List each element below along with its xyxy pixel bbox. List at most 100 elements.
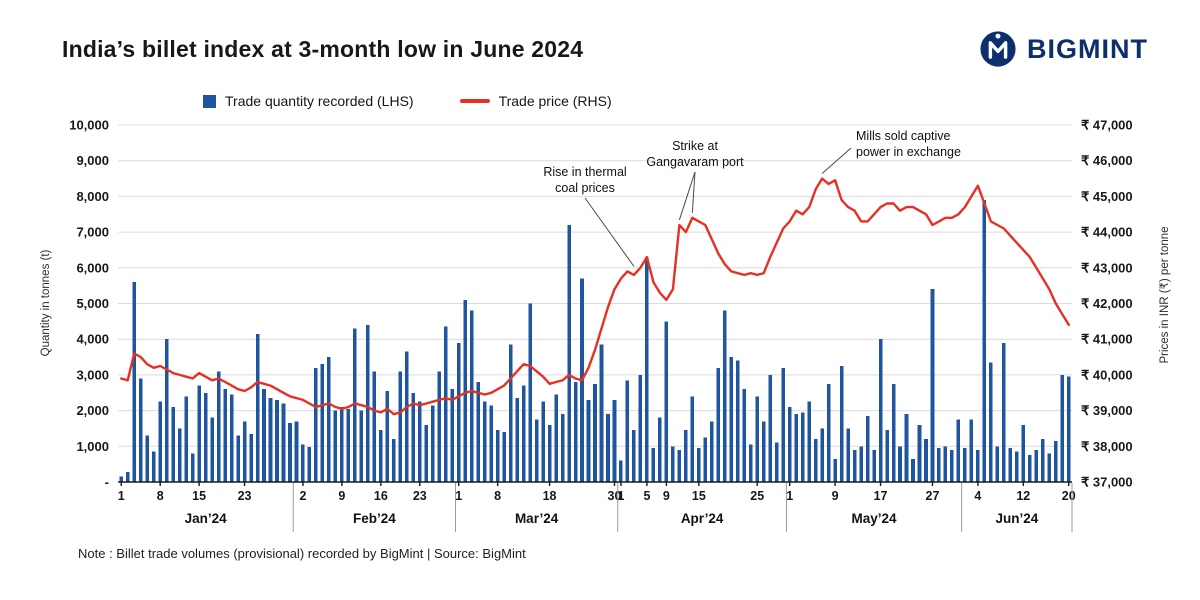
quantity-bar <box>288 423 292 482</box>
quantity-bar <box>833 458 837 482</box>
quantity-bar <box>560 414 565 482</box>
quantity-bar <box>495 430 500 482</box>
quantity-bar <box>515 398 519 482</box>
quantity-bar <box>567 224 571 482</box>
quantity-bar <box>301 444 305 482</box>
quantity-bar <box>346 408 351 482</box>
quantity-bar <box>482 401 487 482</box>
quantity-bar <box>255 333 260 482</box>
x-tick-label: 12 <box>1016 489 1030 503</box>
quantity-bar <box>826 383 831 482</box>
quantity-bar <box>963 448 967 482</box>
quantity-bar <box>794 414 798 482</box>
quantity-bar <box>203 392 208 482</box>
month-label: Apr’24 <box>681 511 724 526</box>
left-axis-label: 9,000 <box>76 153 109 168</box>
quantity-bar <box>1034 449 1039 482</box>
quantity-bar <box>385 390 390 482</box>
quantity-bar <box>593 383 597 482</box>
right-axis-label: ₹ 37,000 <box>1081 475 1133 490</box>
quantity-bar <box>982 199 987 482</box>
quantity-bar <box>1066 376 1071 482</box>
quantity-bar <box>366 324 370 482</box>
quantity-bar <box>158 401 162 482</box>
right-axis-label: ₹ 43,000 <box>1081 260 1133 275</box>
quantity-bar <box>469 310 474 482</box>
gridlines: 10,000 ₹ 47,000 9,000 ₹ 46,000 8,000 ₹ 45,000… <box>69 118 1132 490</box>
quantity-bar <box>697 448 701 482</box>
quantity-bar <box>976 449 980 482</box>
quantity-bar <box>262 389 266 482</box>
quantity-bar <box>651 448 656 482</box>
quantity-bar <box>327 357 331 482</box>
x-tick-label: 16 <box>374 489 388 503</box>
quantity-bar <box>852 449 857 482</box>
quantity-bar <box>671 446 675 482</box>
annotation-connector <box>678 171 696 221</box>
quantity-bars <box>119 199 1071 483</box>
quantity-bar <box>340 407 344 482</box>
quantity-bar <box>787 407 792 482</box>
quantity-bar <box>943 446 948 482</box>
quantity-bar <box>658 417 662 482</box>
left-axis-label: 6,000 <box>76 260 109 275</box>
quantity-bar <box>1015 451 1019 482</box>
quantity-bar <box>573 382 578 482</box>
quantity-bar <box>891 383 896 482</box>
quantity-bar <box>950 449 954 482</box>
quantity-bar <box>405 351 409 482</box>
bigmint-logo: BIGMINT <box>979 30 1148 68</box>
quantity-bar <box>800 412 805 482</box>
right-axis-label: ₹ 46,000 <box>1081 153 1133 168</box>
quantity-bar <box>171 407 175 482</box>
x-tick-label: 1 <box>617 489 624 503</box>
left-axis-label: 1,000 <box>76 439 109 454</box>
left-axis-label: 7,000 <box>76 225 109 240</box>
quantity-bar <box>190 453 195 482</box>
x-tick-label: 17 <box>874 489 888 503</box>
quantity-bar <box>632 430 636 482</box>
quantity-bar <box>138 378 143 482</box>
brand-name: BIGMINT <box>1027 33 1148 64</box>
x-tick-label: 8 <box>494 489 501 503</box>
quantity-bar <box>664 321 669 482</box>
annotation-connector <box>584 197 635 267</box>
quantity-bar <box>534 419 539 482</box>
quantity-bar <box>320 364 325 482</box>
annotation-text: Gangavaram port <box>646 155 744 169</box>
x-tick-label: 23 <box>413 489 427 503</box>
quantity-bar <box>1002 342 1006 482</box>
quantity-bar <box>703 437 708 483</box>
quantity-bar <box>521 385 526 482</box>
quantity-bar <box>229 394 234 482</box>
annotation-text: Rise in thermal <box>543 165 626 179</box>
quantity-bar <box>606 414 610 482</box>
quantity-bar <box>197 385 201 482</box>
quantity-bar <box>145 435 149 482</box>
quantity-bar <box>353 328 357 482</box>
quantity-bar <box>820 428 824 482</box>
quantity-bar <box>547 424 552 482</box>
x-tick-label: 9 <box>832 489 839 503</box>
quantity-bar <box>177 428 182 482</box>
quantity-bar <box>508 344 513 482</box>
quantity-bar <box>456 342 461 482</box>
quantity-bar <box>742 389 747 482</box>
quantity-bar <box>1028 455 1032 482</box>
legend-label-quantity: Trade quantity recorded (LHS) <box>225 93 414 109</box>
x-tick-label: 18 <box>543 489 557 503</box>
right-axis-label: ₹ 45,000 <box>1081 189 1133 204</box>
right-axis-label: ₹ 41,000 <box>1081 332 1133 347</box>
quantity-bar <box>619 460 623 482</box>
right-axis-label: ₹ 42,000 <box>1081 296 1133 311</box>
price-line-group <box>119 177 1071 416</box>
quantity-bar <box>956 419 961 482</box>
quantity-bar <box>151 451 156 482</box>
annotation-text: coal prices <box>555 181 615 195</box>
x-tick-label: 9 <box>663 489 670 503</box>
quantity-bar <box>723 310 727 482</box>
quantity-bar <box>917 424 922 482</box>
quantity-bar <box>528 303 532 482</box>
quantity-bar <box>372 371 377 482</box>
